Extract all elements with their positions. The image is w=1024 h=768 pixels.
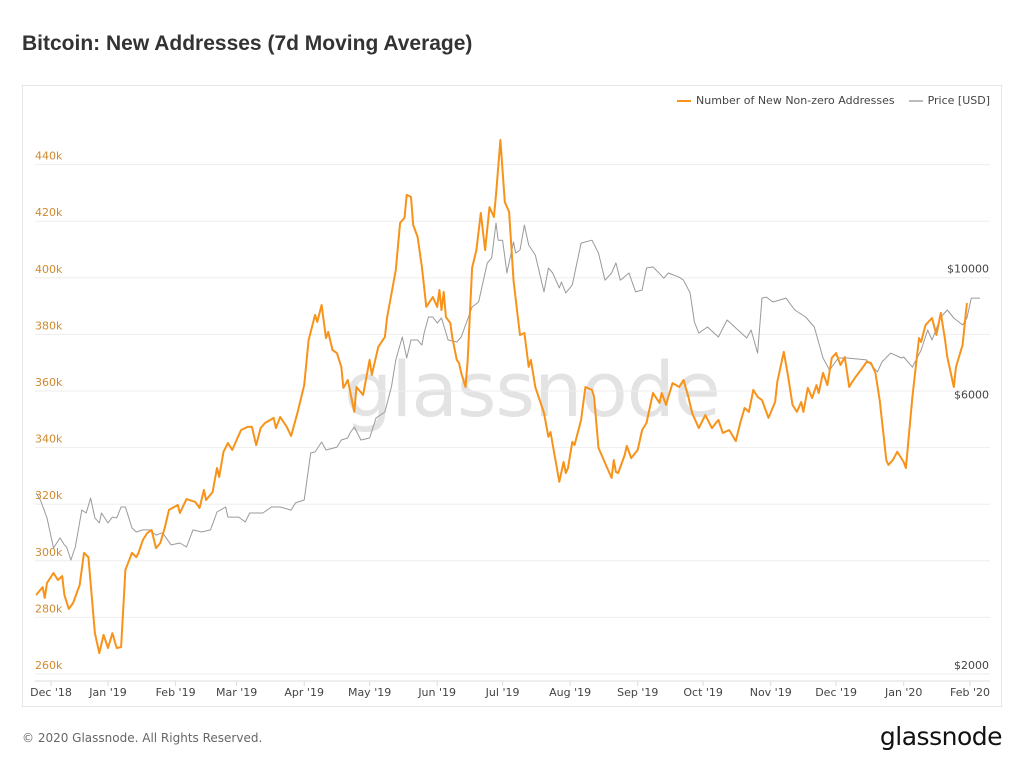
x-tick-label: Feb '19 [156, 686, 196, 699]
x-tick-label: Jun '19 [417, 686, 456, 699]
x-tick-label: Jan '20 [884, 686, 922, 699]
series-lines [35, 139, 980, 655]
y-left-tick-label: 440k [35, 150, 63, 163]
x-tick-label: Dec '18 [30, 686, 72, 699]
x-axis: Dec '18 Jan '19 Feb '19 Mar '19 Apr '19 May '… [30, 680, 990, 699]
x-tick-label: Nov '19 [750, 686, 792, 699]
y-axis-left: 260k 280k 300k 320k 340k 360k 380k 400k 420k 440k [35, 150, 63, 672]
x-tick-label: May '19 [348, 686, 391, 699]
gridlines [35, 164, 990, 675]
copyright-footer: © 2020 Glassnode. All Rights Reserved. [22, 731, 263, 745]
x-tick-label: Apr '19 [284, 686, 324, 699]
legend-item-price[interactable]: Price [USD] [908, 94, 990, 107]
legend-item-new-addresses[interactable]: Number of New Non-zero Addresses [677, 94, 895, 107]
y-left-tick-label: 340k [35, 433, 63, 446]
page-title: Bitcoin: New Addresses (7d Moving Averag… [22, 32, 473, 55]
x-tick-label: Feb '20 [950, 686, 990, 699]
x-tick-label: Mar '19 [216, 686, 257, 699]
legend-label: Number of New Non-zero Addresses [696, 94, 895, 107]
y-left-tick-label: 420k [35, 206, 63, 219]
y-left-tick-label: 300k [35, 546, 63, 559]
y-left-tick-label: 280k [35, 602, 63, 615]
y-left-tick-label: 400k [35, 263, 63, 276]
chart-container [22, 85, 1002, 707]
y-left-tick-label: 260k [35, 659, 63, 672]
glassnode-logo[interactable]: glassnode [879, 722, 1003, 751]
series-line-new-addresses [35, 139, 968, 655]
y-axis-right: $2000 $6000 $10000 [947, 263, 989, 672]
legend: Number of New Non-zero Addresses Price [… [677, 94, 990, 107]
x-tick-label: Aug '19 [549, 686, 591, 699]
y-left-tick-label: 320k [35, 489, 63, 502]
x-tick-label: Sep '19 [617, 686, 658, 699]
legend-label: Price [USD] [927, 94, 990, 107]
watermark: glassnode [344, 345, 721, 434]
x-tick-label: Jan '19 [88, 686, 126, 699]
y-right-tick-label: $2000 [954, 659, 989, 672]
y-right-tick-label: $6000 [954, 388, 989, 401]
legend-swatch-orange [677, 99, 692, 102]
legend-swatch-gray [908, 99, 923, 102]
y-left-tick-label: 380k [35, 319, 63, 332]
series-line-price [35, 222, 980, 561]
x-tick-label: Oct '19 [683, 686, 723, 699]
x-tick-label: Jul '19 [485, 686, 520, 699]
y-left-tick-label: 360k [35, 376, 63, 389]
y-right-tick-label: $10000 [947, 263, 989, 276]
x-tick-label: Dec '19 [815, 686, 857, 699]
